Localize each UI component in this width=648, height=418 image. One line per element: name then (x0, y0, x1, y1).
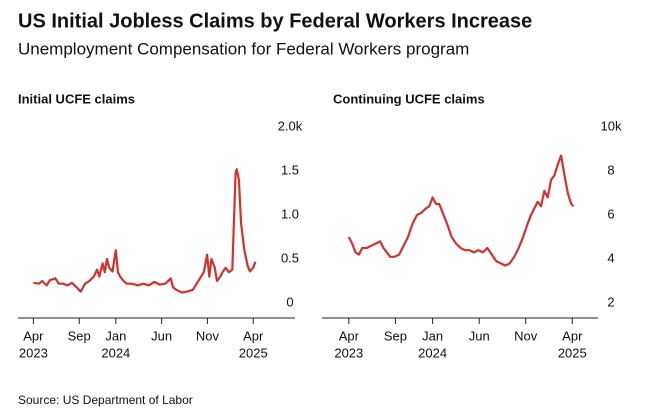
y-tick-label: 0 (286, 294, 293, 309)
x-tick-label: Jan (105, 328, 126, 343)
x-tick-label: Apr (562, 328, 583, 343)
y-tick-label: 8 (607, 162, 614, 177)
x-tick-label: Jun (151, 328, 172, 343)
y-tick-label: 0.5 (281, 250, 299, 265)
panel-title: Initial UCFE claims (18, 91, 135, 106)
x-tick-label: Sep (384, 328, 407, 343)
y-tick-label: 2 (607, 294, 614, 309)
x-tick-label: Apr (243, 328, 264, 343)
x-tick-label: Nov (196, 328, 220, 343)
x-tick-label: Sep (68, 328, 91, 343)
x-year-label: 2023 (19, 345, 48, 360)
x-year-label: 2023 (334, 345, 363, 360)
x-year-label: 2024 (418, 345, 447, 360)
y-tick-label: 10k (601, 118, 622, 133)
x-tick-label: Nov (514, 328, 538, 343)
y-tick-label: 6 (607, 206, 614, 221)
x-tick-label: Jan (422, 328, 443, 343)
y-tick-label: 1.0 (281, 206, 299, 221)
x-tick-label: Apr (23, 328, 44, 343)
y-tick-label: 1.5 (281, 162, 299, 177)
y-tick-label: 2.0k (278, 118, 303, 133)
x-year-label: 2025 (239, 345, 268, 360)
x-year-label: 2024 (101, 345, 130, 360)
x-year-label: 2025 (558, 345, 587, 360)
y-tick-label: 4 (607, 250, 614, 265)
panel-title: Continuing UCFE claims (333, 91, 485, 106)
data-line (347, 154, 575, 267)
chart-title: US Initial Jobless Claims by Federal Wor… (18, 10, 532, 32)
x-tick-label: Jun (469, 328, 490, 343)
data-line (33, 168, 257, 294)
chart-subtitle: Unemployment Compensation for Federal Wo… (18, 39, 469, 58)
x-tick-label: Apr (339, 328, 360, 343)
source: Source: US Department of Labor (18, 393, 193, 407)
